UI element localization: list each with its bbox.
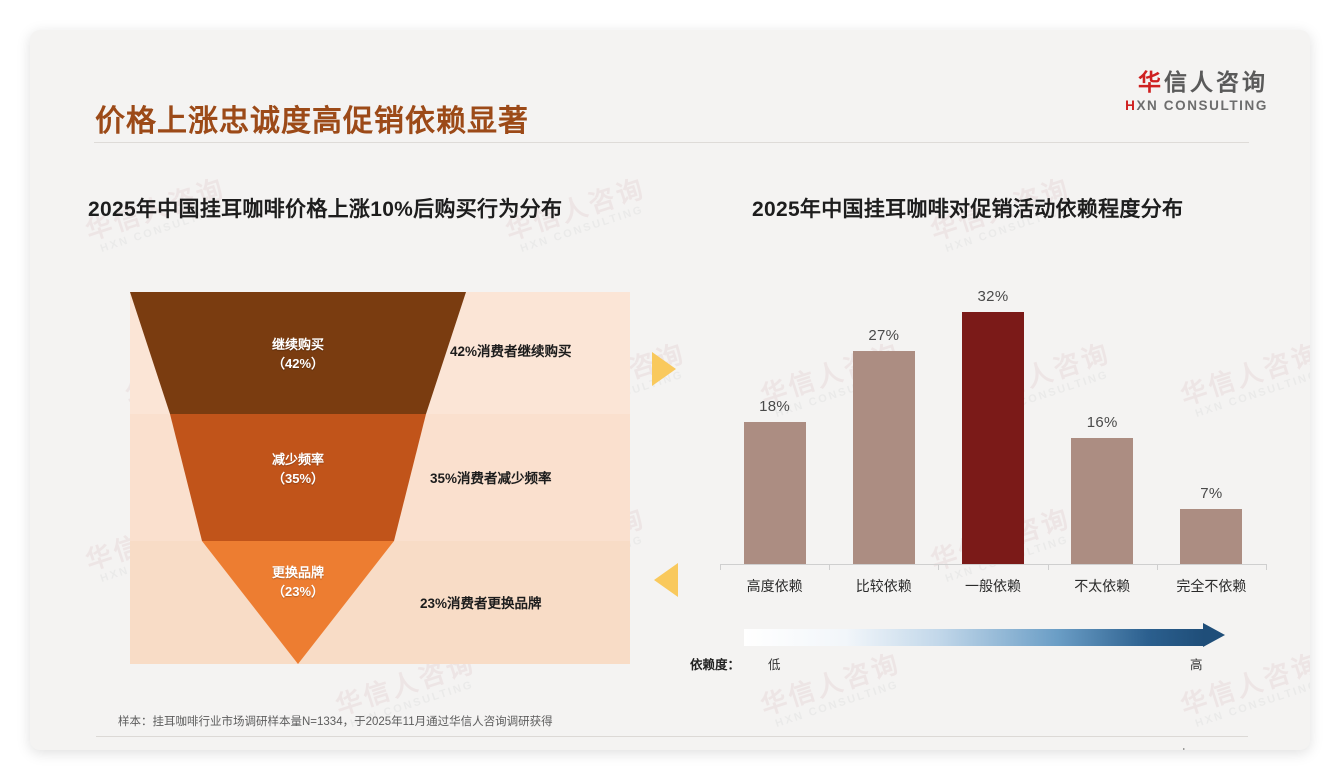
funnel-side-note: 23%消费者更换品牌: [420, 596, 542, 611]
bar-column[interactable]: 7%: [1180, 270, 1243, 564]
axis-tick: [720, 564, 721, 570]
legend-high-label: 高: [1190, 658, 1203, 672]
promotion-dependency-bar-chart: 18% 高度依赖 27% 比较依赖 32% 一般依赖 16% 不太依赖 7% 完全不依赖: [690, 270, 1270, 600]
slide-card: 华信人咨询 HXN CONSULTING 华信人咨询 HXN CONSULTING 华信…: [30, 30, 1310, 750]
bar-column[interactable]: 16%: [1071, 270, 1134, 564]
legend-caption: 依赖度：: [690, 658, 741, 672]
bar[interactable]: [852, 351, 915, 564]
category-label: 比较依赖: [855, 578, 912, 594]
axis-tick: [1266, 564, 1267, 570]
bar-column[interactable]: 18%: [743, 270, 806, 564]
play-triangle-left-icon: [654, 563, 678, 597]
axis-tick: [938, 564, 940, 570]
left-chart-subtitle: 2025年中国挂耳咖啡价格上涨10%后购买行为分布: [88, 198, 563, 221]
bar[interactable]: [962, 311, 1024, 564]
axis-tick: [829, 564, 831, 570]
gradient-scale-bar: [744, 629, 1204, 646]
axis-tick: [1156, 564, 1158, 570]
funnel-segment: [202, 541, 394, 664]
category-label: 高度依赖: [746, 578, 803, 594]
source-note: 样本：挂耳咖啡行业市场调研样本量N=1334，于2025年11月通过华信人咨询调…: [118, 716, 553, 728]
right-chart-subtitle: 2025年中国挂耳咖啡对促销活动依赖程度分布: [752, 198, 1184, 221]
page-title: 价格上涨忠诚度高促销依赖显著: [95, 105, 529, 138]
header-divider: [94, 142, 1249, 143]
funnel-graphic: [130, 292, 630, 664]
bar-value-label: 32%: [977, 287, 1009, 305]
category-label: 不太依赖: [1074, 578, 1131, 594]
axis-tick: [1047, 564, 1049, 570]
bar-value-label: 18%: [759, 398, 791, 415]
logo-english-text: HXN CONSULTING: [1125, 98, 1268, 113]
bar[interactable]: [743, 422, 806, 564]
category-label: 完全不依赖: [1176, 578, 1247, 594]
funnel-segment: [170, 414, 426, 541]
funnel-side-note: 35%消费者减少频率: [430, 471, 552, 486]
purchase-behavior-funnel: 继续购买 （42%） 42%消费者继续购买 减少频率 （35%） 35%消费者减少频率 更换…: [130, 292, 630, 664]
footer-website: www.hxrcon.com: [1155, 748, 1242, 750]
bar[interactable]: [1071, 437, 1134, 564]
logo-hua-char: 华: [1138, 69, 1164, 95]
scale-arrow-icon: [1203, 623, 1225, 647]
chart-x-axis: [720, 564, 1266, 565]
logo-h-char: H: [1125, 98, 1137, 114]
dependency-scale-legend: 依赖度： 低 高: [690, 623, 1270, 685]
category-label: 一般依赖: [965, 578, 1021, 594]
bar-column[interactable]: 32%: [962, 270, 1024, 564]
footer-divider: [96, 736, 1248, 737]
bar-column[interactable]: 27%: [852, 270, 915, 564]
funnel-band-background: [130, 541, 630, 664]
bar-value-label: 16%: [1086, 413, 1118, 431]
company-logo: 华信人咨询 HXN CONSULTING: [1125, 69, 1268, 113]
slide-header: 价格上涨忠诚度高促销依赖显著 华信人咨询 HXN CONSULTING: [30, 30, 1310, 143]
logo-cn-rest: 信人咨询: [1164, 69, 1268, 95]
play-triangle-right-icon: [652, 352, 676, 386]
legend-low-label: 低: [768, 658, 781, 672]
logo-en-rest: XN CONSULTING: [1136, 98, 1268, 114]
bar-value-label: 27%: [868, 327, 900, 344]
footer-copyright: ©2026.1 HXR华信人咨询: [98, 748, 227, 750]
funnel-segment: [130, 292, 466, 414]
bar[interactable]: [1180, 508, 1243, 564]
logo-chinese-text: 华信人咨询: [1125, 69, 1268, 95]
funnel-side-note: 42%消费者继续购买: [450, 344, 572, 359]
bar-value-label: 7%: [1200, 484, 1223, 502]
